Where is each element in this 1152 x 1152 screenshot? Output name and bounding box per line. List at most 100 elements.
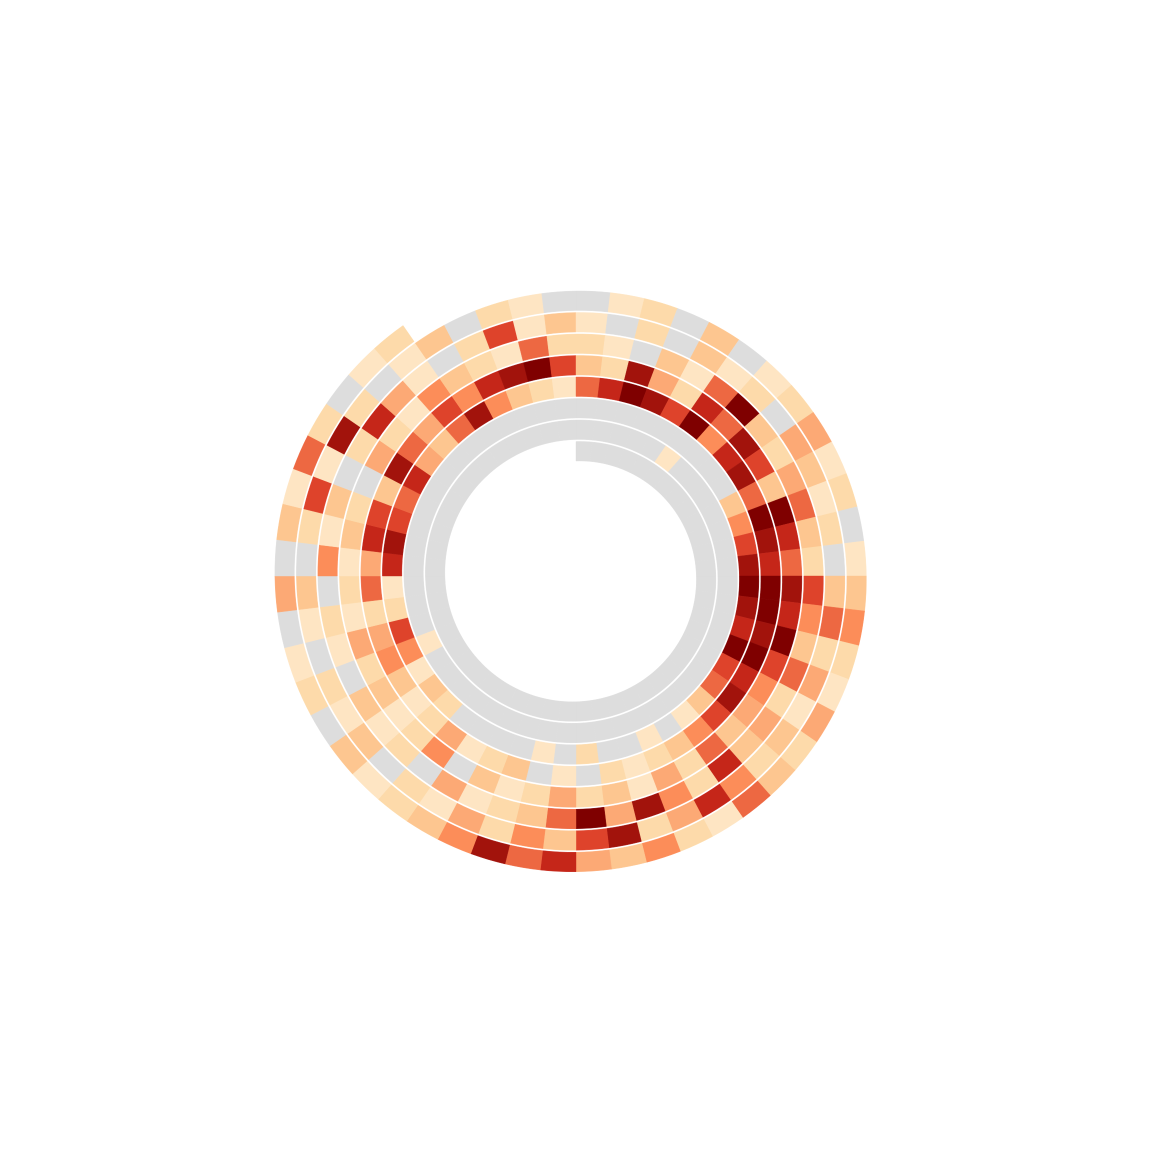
heat-cell [339,547,361,577]
heat-cell [844,540,867,577]
heat-cell [802,575,824,607]
heat-cell [340,518,365,551]
heat-cell [738,575,760,599]
heat-cell [602,335,635,360]
heat-cell [603,801,637,827]
heat-cell [515,803,549,828]
heat-cell [319,604,346,638]
heat-cell [361,524,386,553]
heat-cell [362,599,388,628]
heat-cell [695,575,717,594]
heat-cell [575,785,605,808]
heat-cell [605,313,640,339]
heat-cell [575,764,602,786]
heat-cell [781,575,803,604]
heat-cell [547,786,577,808]
heat-cell [694,558,717,577]
heat-cell [775,521,801,552]
heat-cell [575,312,609,334]
heat-cell [575,398,598,419]
heat-cell [575,700,594,722]
heat-cell [575,849,612,872]
heat-cell [598,759,627,785]
heat-cell [274,539,297,577]
heat-cell [553,743,577,765]
heat-cell [822,543,846,577]
heat-cell [818,605,844,641]
heat-cell [758,551,781,577]
heat-cell [276,503,302,543]
heat-cell [296,575,319,610]
heat-cell [544,312,577,335]
heat-cell [523,357,553,382]
heat-cell [845,575,867,612]
heat-cell [823,575,846,609]
heat-cell [558,701,577,722]
heat-cell [549,355,577,378]
heat-cell [317,544,339,577]
heat-cell [801,546,824,577]
heat-cell [551,376,577,399]
heat-cell [507,293,545,320]
heat-cell [839,608,865,646]
heat-cell [575,333,606,355]
heat-cell [512,314,547,341]
heat-cell [575,721,597,743]
heat-cell [601,780,632,806]
heat-cell [382,575,404,600]
heat-cell [780,548,803,577]
heat-cell [546,333,577,356]
heat-cell [403,554,425,577]
heat-cell [737,553,760,577]
heat-cell [360,549,382,577]
heat-cell [425,557,446,577]
heat-cell [317,575,340,608]
heat-cell [575,376,601,398]
heat-cell [298,607,325,643]
heat-cell [754,527,779,554]
heat-cell [542,829,577,851]
heat-cell [609,843,647,870]
heat-cell [540,850,577,872]
heat-cell [600,356,630,381]
heat-cell [575,419,596,441]
heat-cell [520,782,551,807]
heat-cell [575,441,593,462]
heat-cell [575,828,610,851]
heat-cell [339,575,362,605]
heat-cell [557,419,577,442]
heat-cell [297,508,323,545]
heat-cell [403,575,426,597]
heat-cell [796,516,822,549]
heat-cell [776,600,801,631]
heat-cell [296,542,318,577]
heat-cell [575,742,599,765]
heat-cell [606,822,642,849]
heat-cell [817,511,843,547]
heat-cell [575,290,611,313]
heat-cell [525,761,554,785]
heat-cell [274,575,298,613]
heat-cell [319,513,344,548]
heat-cell [509,823,546,849]
heat-cell [504,844,543,871]
heat-cell [575,355,603,377]
heat-cell [837,506,865,544]
heat-cell [541,290,577,314]
heat-cell [425,575,447,595]
heat-cell [383,596,408,623]
heat-cell [716,556,738,577]
heat-cell [382,552,403,577]
heat-cell [759,575,781,601]
heat-cell [596,738,622,763]
heat-cell [374,325,415,364]
heat-cell [518,335,550,362]
heat-cell [341,601,367,633]
heat-cell [550,765,577,786]
heat-cell [360,575,383,603]
heat-cell [555,722,577,743]
heat-cell [528,378,555,403]
heat-cell [797,603,823,636]
heat-cell [277,609,304,649]
